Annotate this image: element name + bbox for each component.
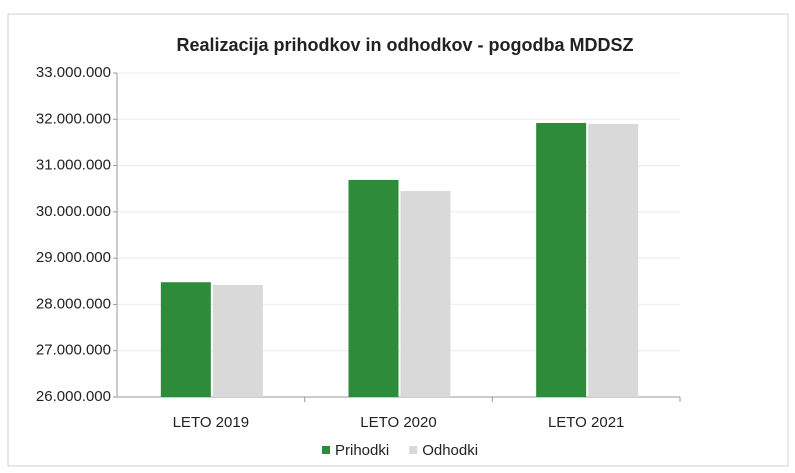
- legend-label: Odhodki: [422, 442, 478, 459]
- bar: [400, 191, 451, 397]
- x-tick-label: LETO 2019: [173, 414, 249, 431]
- bar: [588, 123, 639, 398]
- y-tick-label: 28.000.000: [36, 295, 111, 312]
- bar: [160, 282, 211, 397]
- y-tick-label: 29.000.000: [36, 249, 111, 266]
- bar: [348, 179, 399, 397]
- y-tick-label: 26.000.000: [36, 388, 111, 405]
- y-tick-label: 32.000.000: [36, 110, 111, 127]
- y-tick-label: 31.000.000: [36, 157, 111, 174]
- legend-swatch: [322, 446, 330, 454]
- bar: [536, 122, 587, 397]
- y-tick-label: 33.000.000: [36, 64, 111, 81]
- bar: [212, 284, 263, 397]
- legend-label: Prihodki: [335, 442, 389, 459]
- x-tick-label: LETO 2021: [548, 414, 624, 431]
- legend-swatch: [409, 446, 418, 454]
- y-tick-label: 30.000.000: [36, 203, 111, 220]
- chart-title: Realizacija prihodkov in odhodkov - pogo…: [176, 35, 633, 55]
- x-tick-label: LETO 2020: [360, 414, 436, 431]
- y-tick-label: 27.000.000: [36, 342, 111, 359]
